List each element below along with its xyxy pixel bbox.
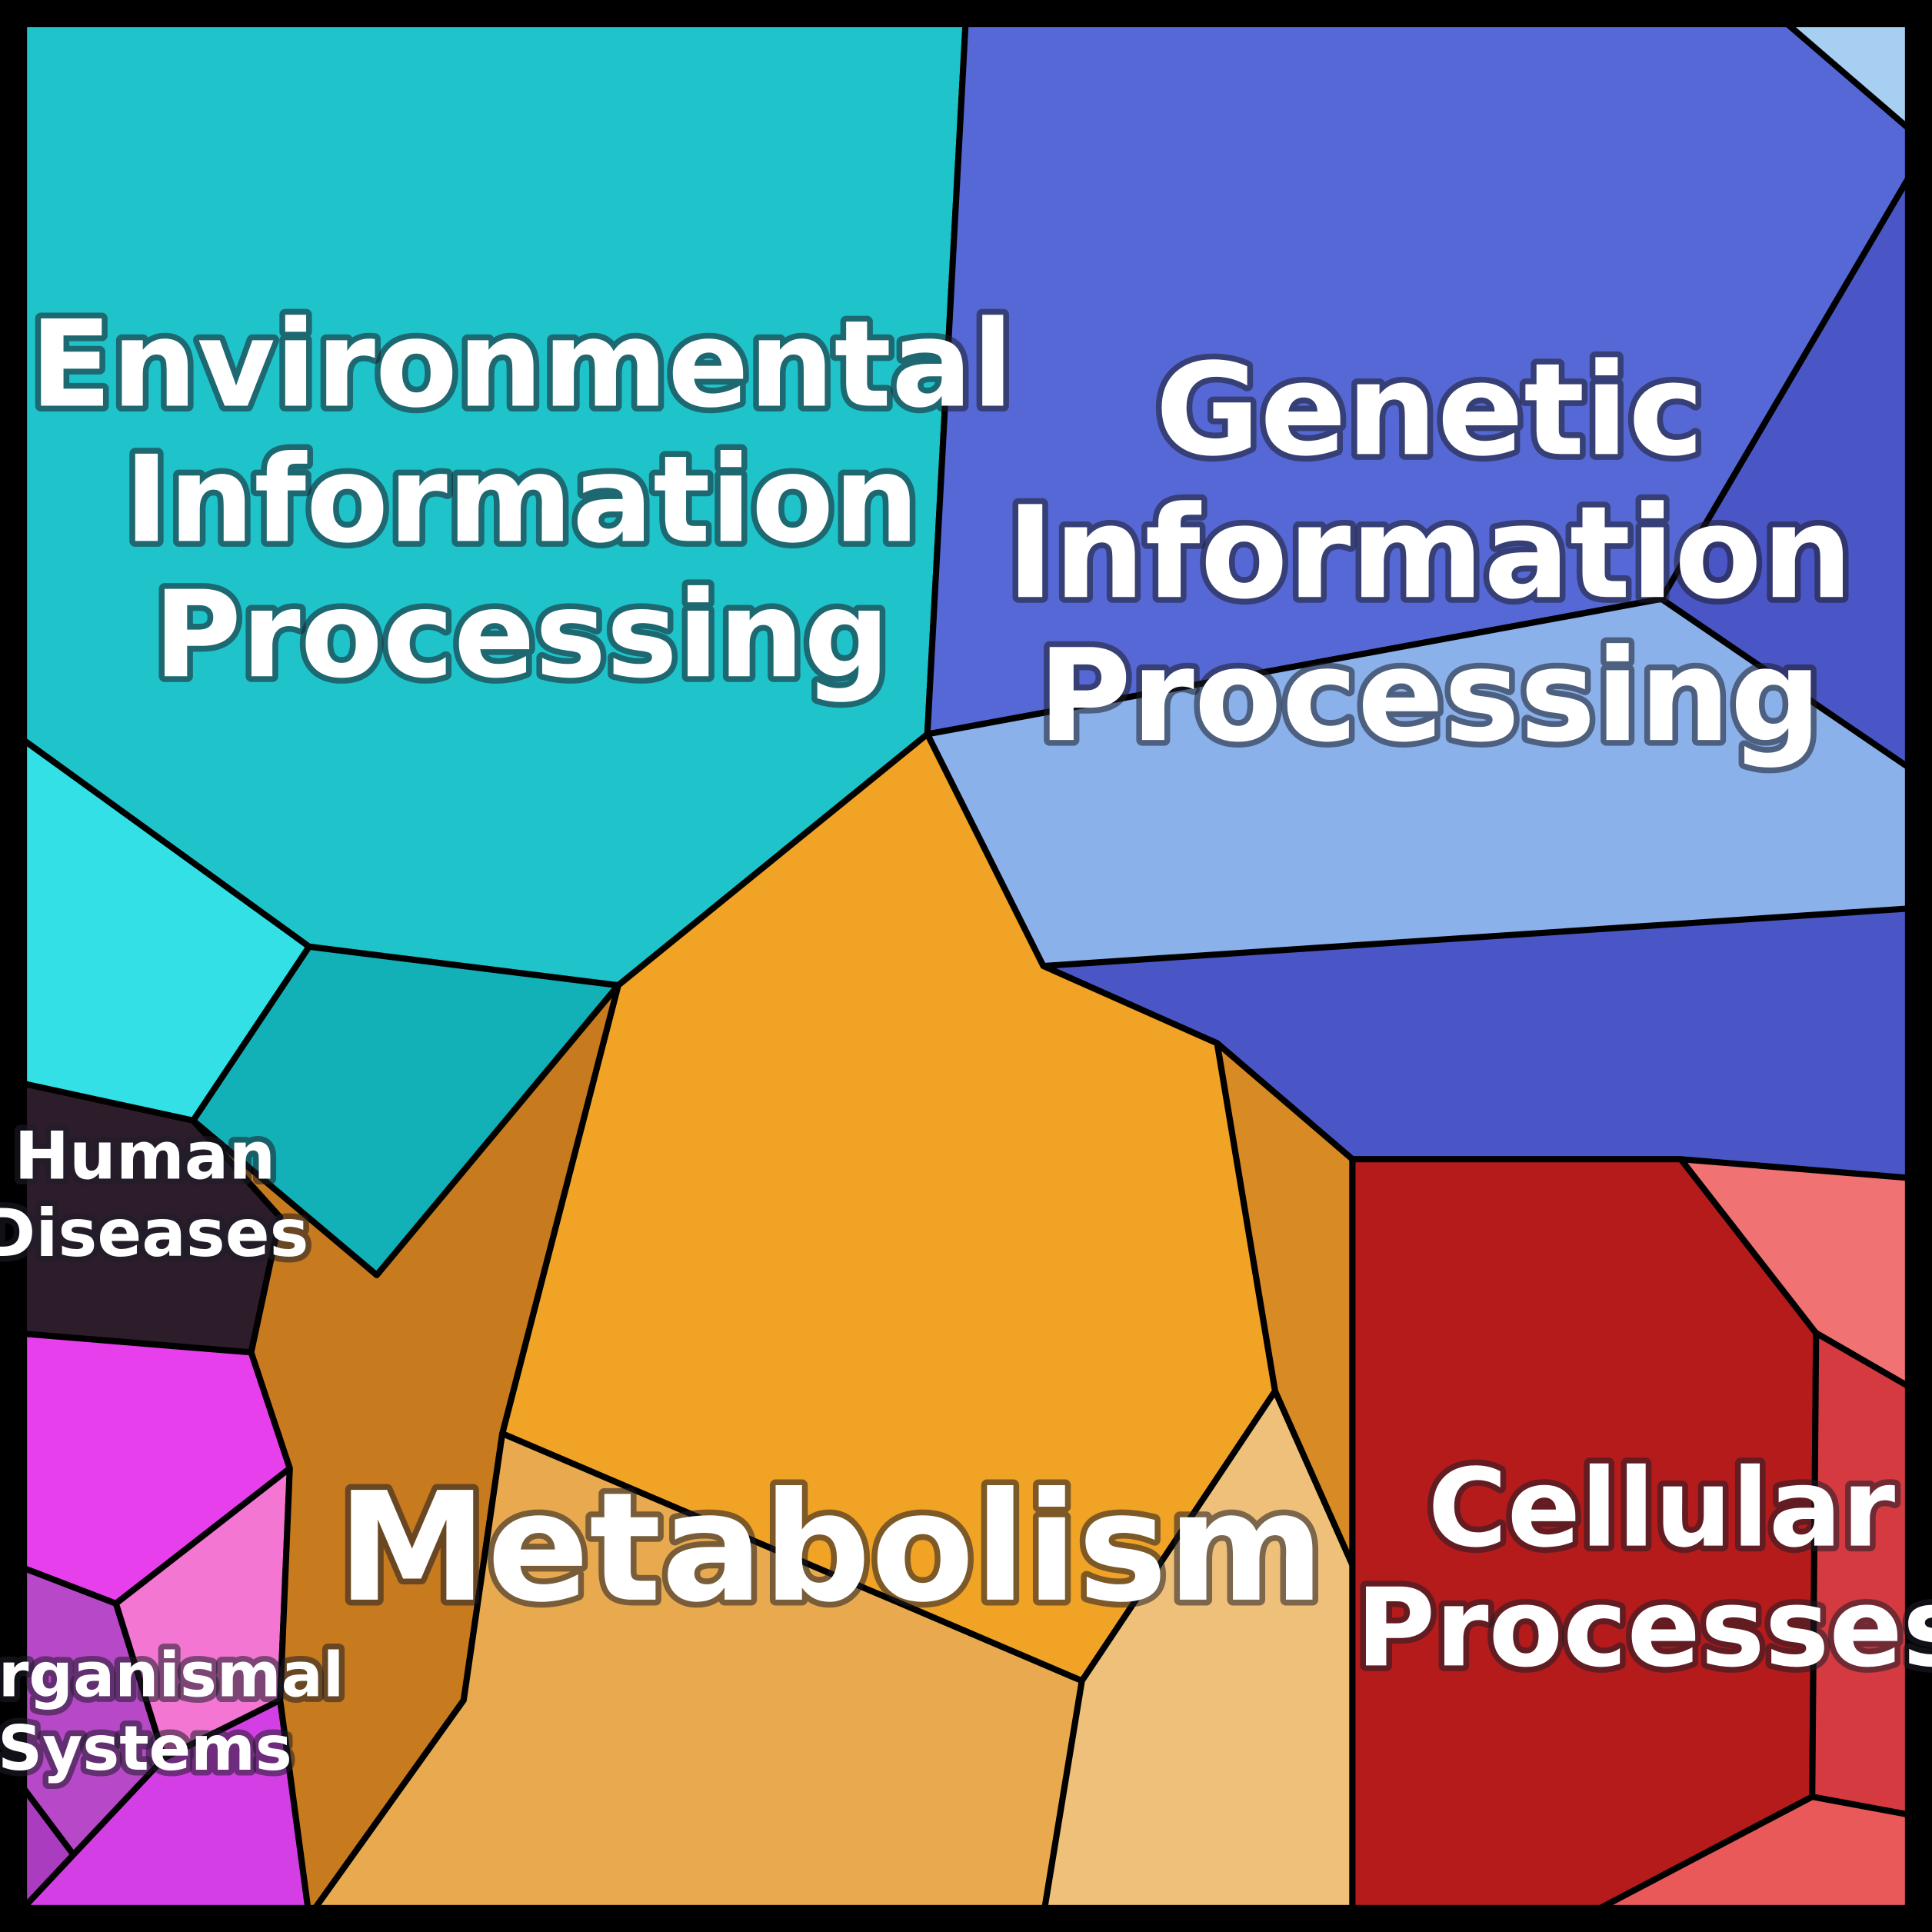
label-cellular: CellularProcesses	[1356, 1446, 1932, 1692]
voronoi-treemap: EnvironmentalInformationProcessingGeneti…	[0, 0, 1932, 1932]
group-organismal	[15, 1333, 309, 1917]
label-metabolism: Metabolism	[337, 1461, 1324, 1636]
label-human_diseases: HumanDiseases	[0, 1118, 308, 1271]
label-environmental: EnvironmentalInformationProcessing	[30, 295, 1013, 705]
